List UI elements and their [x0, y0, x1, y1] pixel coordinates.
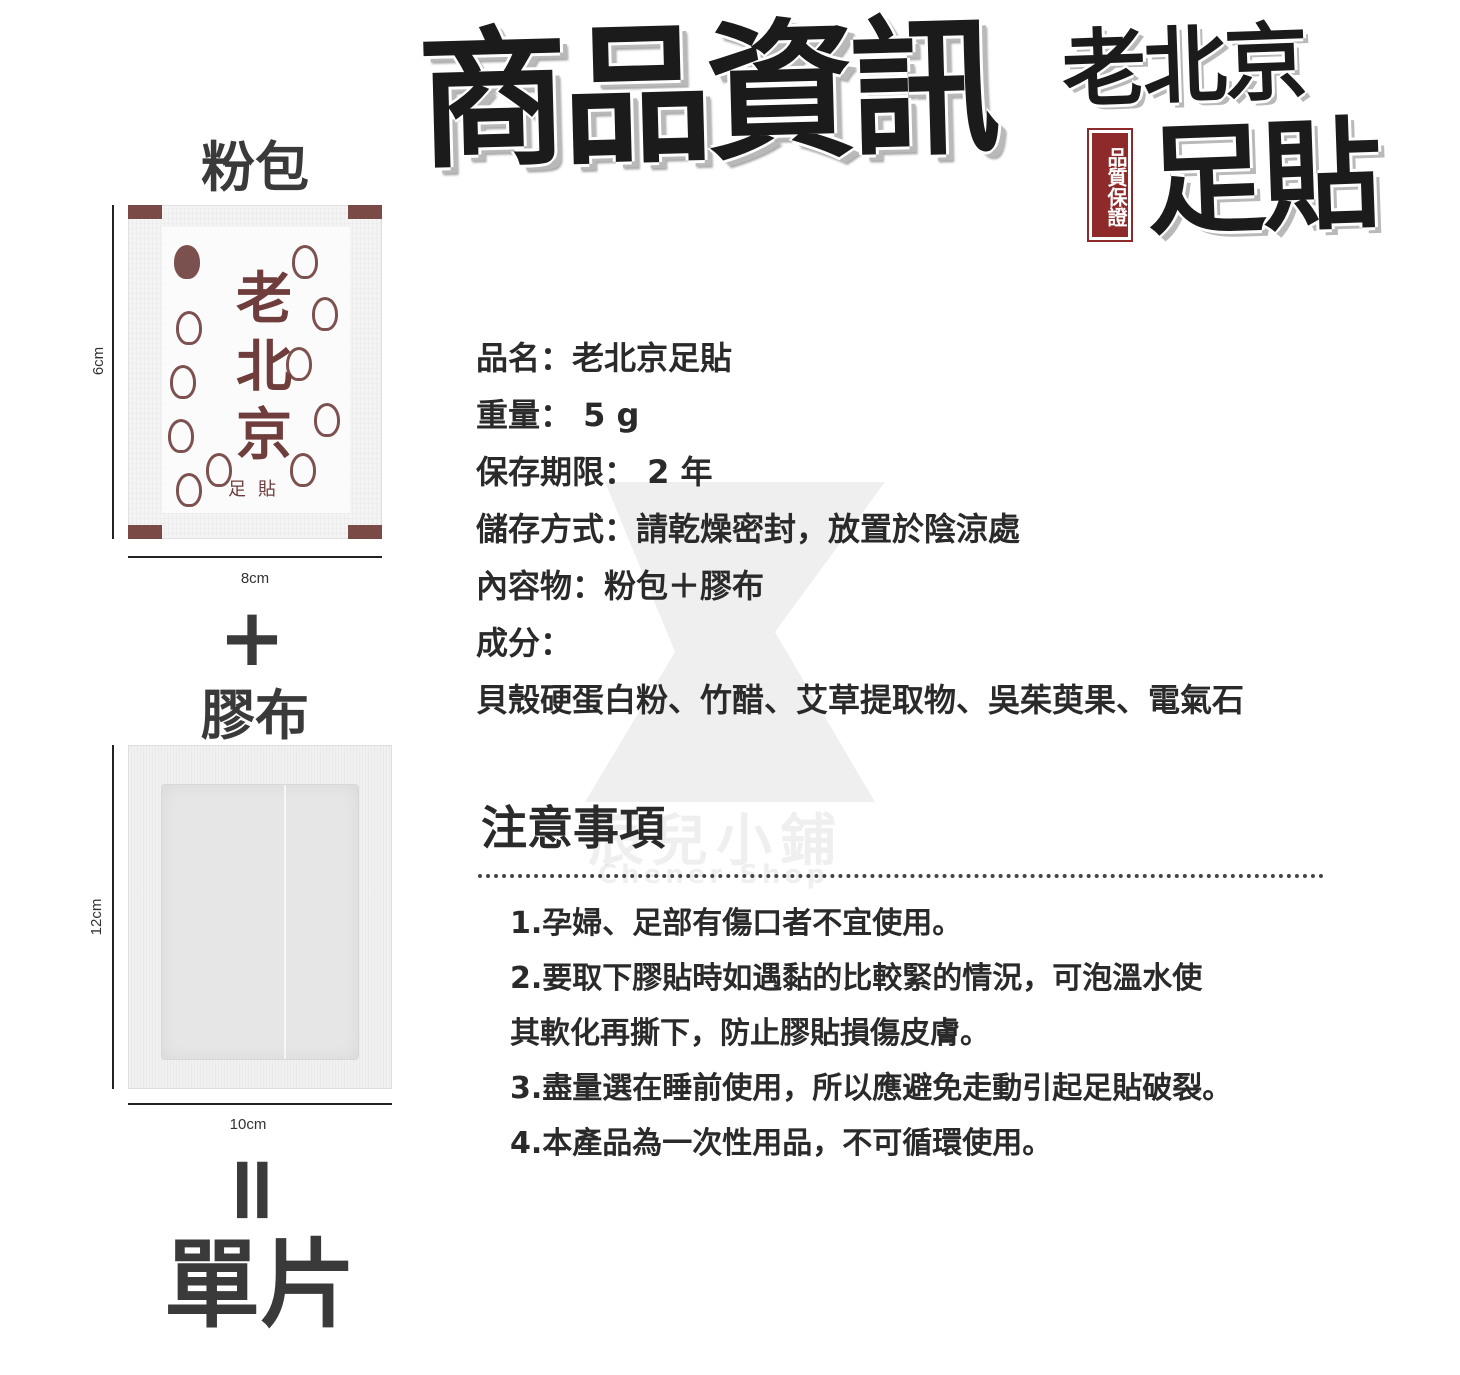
- pouch-corner: [128, 525, 162, 539]
- notice-title: 注意事項: [481, 801, 665, 855]
- footprint-icon: [174, 245, 200, 279]
- page-title: 商品資訊: [415, 0, 997, 190]
- footprint-icon: [176, 473, 202, 507]
- footprint-icon: [290, 453, 316, 487]
- notice-item: 1.孕婦、足部有傷口者不宜使用。: [510, 906, 963, 941]
- footprint-icon: [286, 347, 312, 381]
- width-rule: [128, 556, 382, 558]
- notice-item: 3.盡量選在睡前使用，所以應避免走動引起足貼破裂。: [510, 1071, 1233, 1106]
- plaster-pad: [162, 785, 358, 1059]
- brand-name-top: 老北京: [1060, 12, 1307, 120]
- plaster-fold-line: [284, 785, 286, 1059]
- info-shelf-life: 保存期限： 2 年: [476, 453, 713, 491]
- pouch-corner: [128, 205, 162, 219]
- notice-list: 1.孕婦、足部有傷口者不宜使用。 2.要取下膠貼時如遇黏的比較緊的情況，可泡溫水…: [510, 896, 1370, 1171]
- info-product-name: 品名：老北京足貼: [476, 339, 733, 377]
- footprint-icon: [170, 365, 196, 399]
- footprint-icon: [176, 311, 202, 345]
- dotted-divider: [478, 874, 1324, 878]
- watermark-logo: [585, 482, 885, 802]
- plaster-width-label: 10cm: [229, 1116, 267, 1133]
- plaster-height-label: 12cm: [88, 898, 105, 936]
- info-ingredients: 貝殼硬蛋白粉、竹醋、艾草提取物、吳茱萸果、電氣石: [476, 681, 1245, 719]
- powder-pack-label: 粉包: [201, 136, 309, 199]
- info-weight: 重量： 5 g: [476, 396, 640, 434]
- footprint-icon: [312, 297, 338, 331]
- powder-pack-image: 老北京 足貼: [128, 205, 382, 539]
- footprint-icon: [314, 403, 340, 437]
- plaster-image: [128, 745, 392, 1089]
- notice-item: 其軟化再撕下，防止膠貼損傷皮膚。: [510, 1016, 990, 1051]
- brand-name-bottom: 足貼: [1143, 105, 1381, 254]
- pouch-print-area: 老北京 足貼: [162, 227, 350, 513]
- plaster-label: 膠布: [201, 684, 309, 747]
- plus-symbol: +: [218, 591, 286, 684]
- info-contents: 內容物：粉包＋膠布: [476, 567, 765, 605]
- pouch-logo-text: 老北京: [236, 266, 292, 468]
- powder-height-label: 6cm: [90, 346, 107, 376]
- height-rule: [112, 745, 114, 1089]
- info-storage: 儲存方式：請乾燥密封，放置於陰涼處: [476, 510, 1021, 548]
- info-ingredients-label: 成分：: [476, 624, 573, 662]
- quality-seal: 品質保證: [1089, 130, 1131, 240]
- pouch-corner: [348, 205, 382, 219]
- footprint-icon: [206, 453, 232, 487]
- height-rule: [112, 205, 114, 539]
- pouch-corner: [348, 525, 382, 539]
- notice-item: 2.要取下膠貼時如遇黏的比較緊的情況，可泡溫水使: [510, 961, 1203, 996]
- footprint-icon: [292, 245, 318, 279]
- width-rule: [128, 1103, 392, 1105]
- single-piece-label: 單片: [164, 1229, 356, 1341]
- product-info: 品名：老北京足貼 重量： 5 g 保存期限： 2 年 儲存方式：請乾燥密封，放置…: [476, 330, 1376, 729]
- powder-width-label: 8cm: [240, 570, 270, 587]
- pouch-sub-text: 足貼: [228, 479, 288, 500]
- equals-symbol: =: [202, 1152, 307, 1228]
- watermark-text: 辰兒小鋪: [588, 809, 844, 874]
- footprint-icon: [168, 419, 194, 453]
- notice-item: 4.本產品為一次性用品，不可循環使用。: [510, 1126, 1053, 1161]
